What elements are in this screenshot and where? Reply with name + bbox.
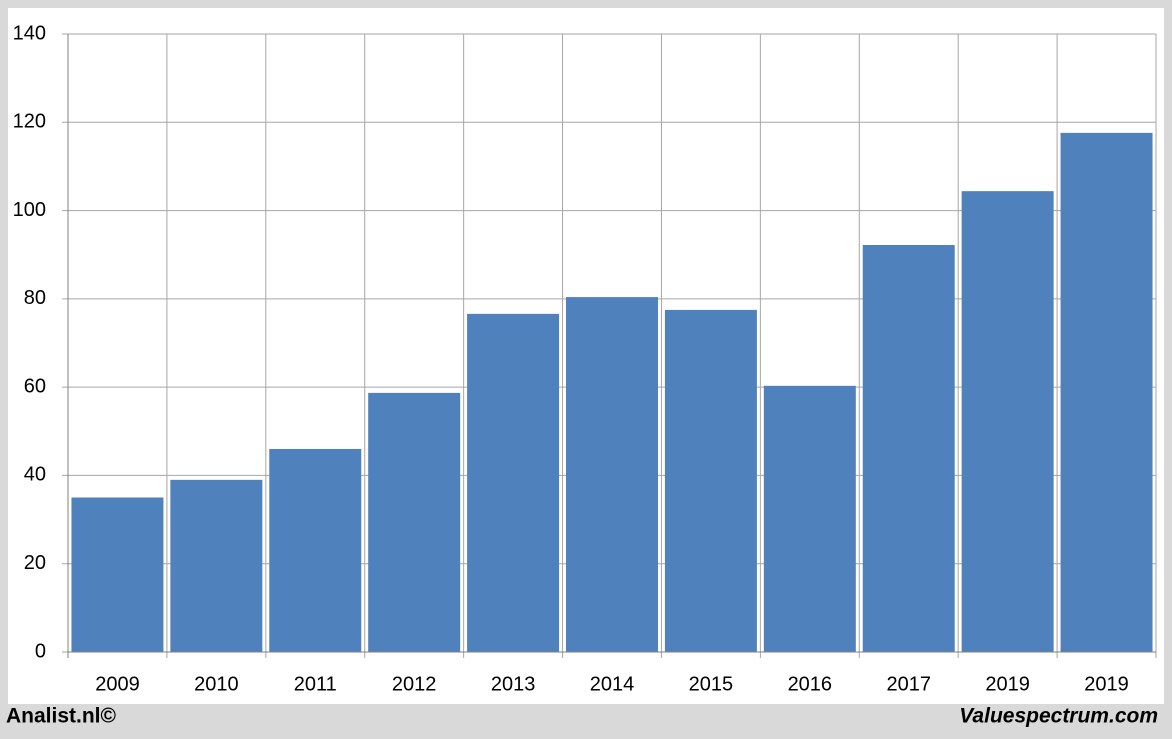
x-tick-label: 2017 bbox=[886, 673, 931, 695]
y-tick-label: 80 bbox=[24, 287, 46, 309]
bar bbox=[566, 297, 658, 652]
bar bbox=[664, 309, 757, 652]
bar bbox=[269, 448, 362, 652]
bar bbox=[961, 191, 1054, 653]
x-tick-label: 2009 bbox=[95, 673, 140, 695]
y-tick-label: 60 bbox=[24, 375, 46, 397]
bar bbox=[368, 392, 461, 652]
x-tick-label: 2019 bbox=[1084, 673, 1129, 695]
x-tick-label: 2019 bbox=[985, 673, 1030, 695]
bar bbox=[467, 313, 560, 652]
x-tick-label: 2010 bbox=[194, 673, 239, 695]
bar bbox=[71, 497, 164, 652]
x-tick-label: 2016 bbox=[788, 673, 833, 695]
bar bbox=[862, 245, 955, 652]
x-tick-label: 2011 bbox=[294, 673, 337, 695]
y-tick-label: 100 bbox=[13, 199, 46, 221]
bar bbox=[1060, 132, 1153, 652]
x-tick-label: 2015 bbox=[689, 673, 734, 695]
bar bbox=[170, 479, 263, 652]
x-tick-label: 2014 bbox=[590, 673, 635, 695]
footer-left: Analist.nl© bbox=[6, 705, 117, 728]
y-tick-label: 120 bbox=[13, 111, 46, 133]
y-tick-label: 0 bbox=[35, 640, 46, 662]
y-tick-label: 40 bbox=[24, 464, 46, 486]
bar bbox=[763, 385, 856, 652]
y-tick-label: 20 bbox=[24, 552, 46, 574]
x-tick-label: 2012 bbox=[392, 673, 437, 695]
x-tick-label: 2013 bbox=[491, 673, 536, 695]
footer-right: Valuespectrum.com bbox=[959, 705, 1158, 728]
y-tick-label: 140 bbox=[13, 22, 46, 44]
